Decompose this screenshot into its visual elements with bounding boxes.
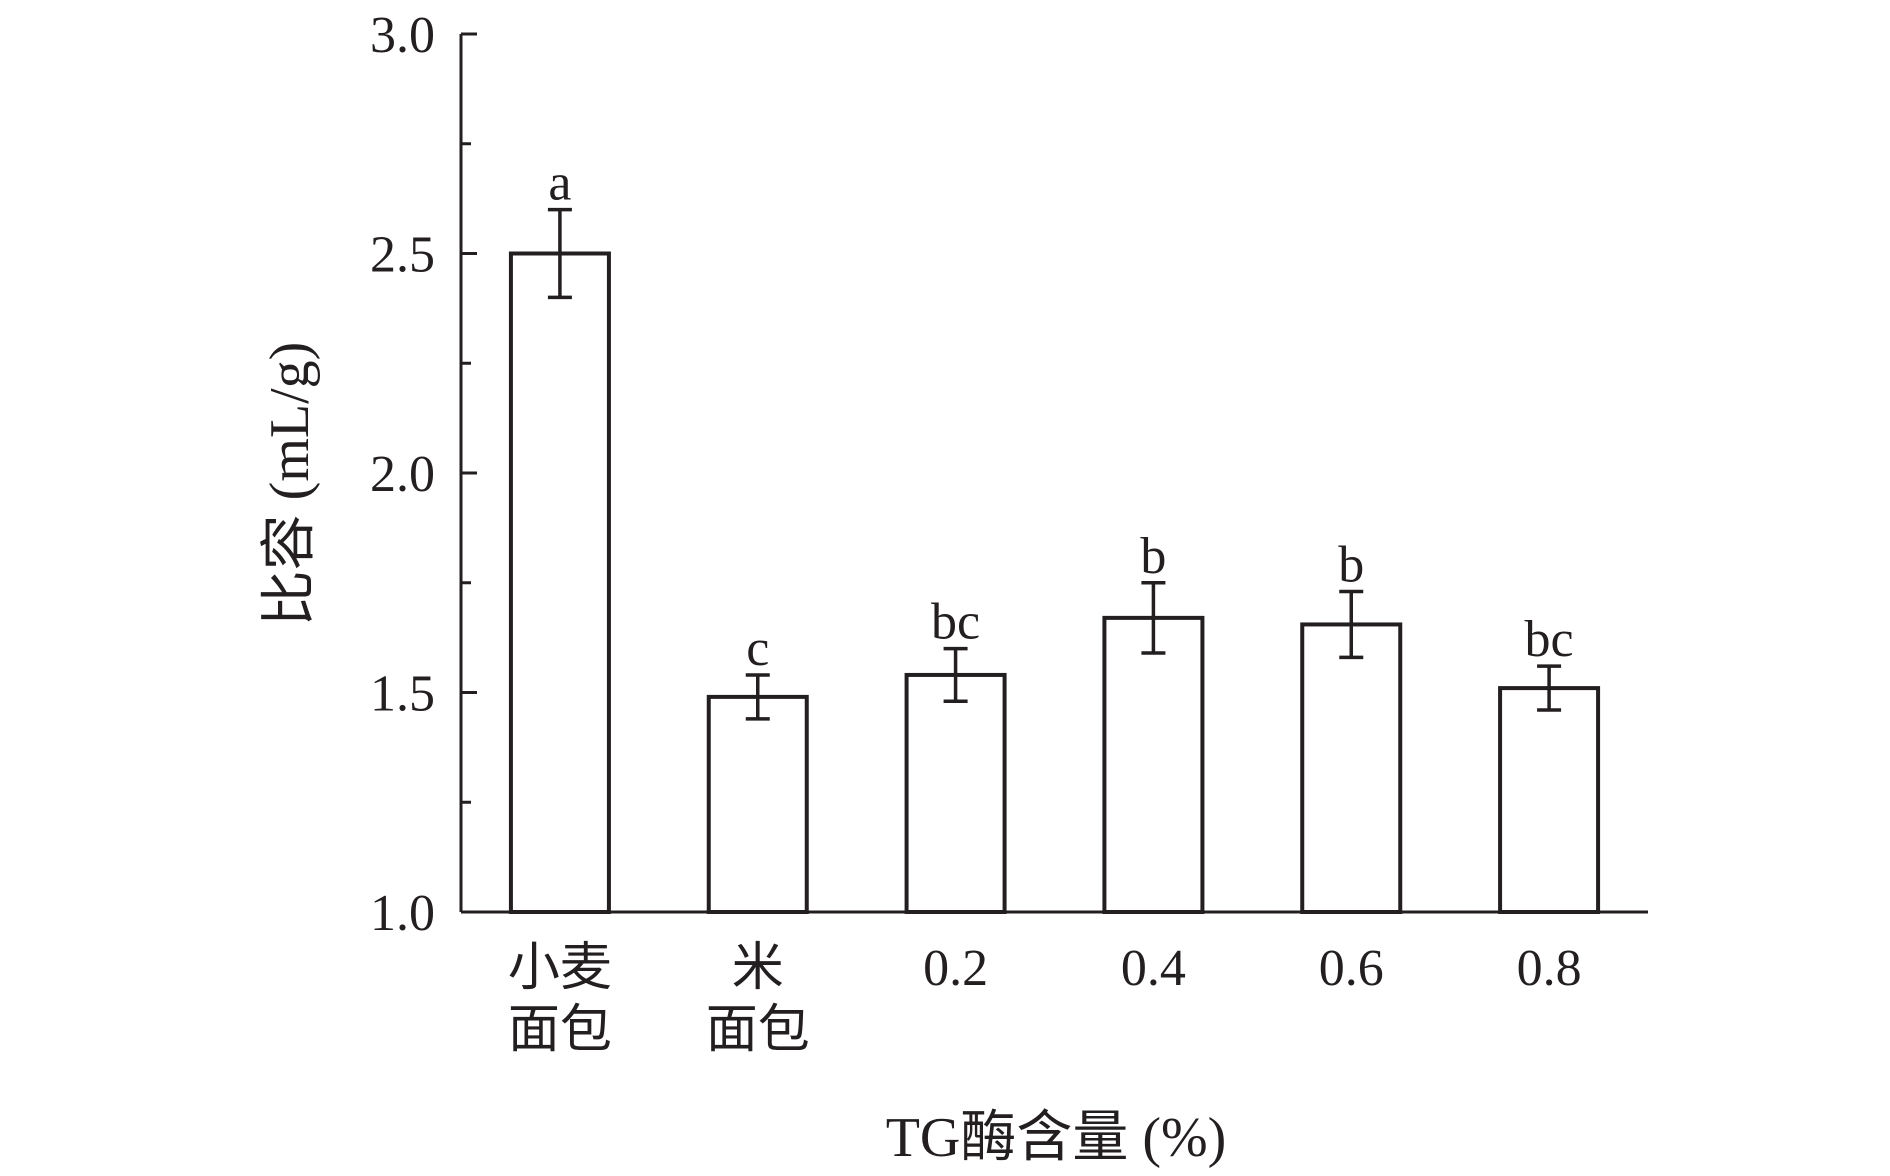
y-axis-title: 比容 (mL/g) — [259, 342, 321, 627]
y-tick-label: 2.0 — [370, 446, 435, 503]
category-label: 小麦 — [508, 940, 612, 997]
bar — [904, 672, 1007, 914]
y-tick-label: 1.0 — [370, 885, 435, 942]
category-label: 米 — [732, 940, 784, 997]
category-label: 面包 — [706, 1002, 810, 1059]
bar — [1498, 686, 1601, 914]
bar — [508, 251, 611, 914]
category-label: 0.4 — [1121, 940, 1186, 997]
category-label: 面包 — [508, 1002, 612, 1059]
bar — [1300, 622, 1403, 915]
bar — [706, 694, 809, 915]
category-label: 0.8 — [1517, 940, 1582, 997]
bar — [1102, 615, 1205, 914]
significance-label: c — [746, 620, 769, 677]
significance-label: b — [1140, 528, 1166, 585]
y-tick-label: 3.0 — [370, 7, 435, 64]
category-label: 0.6 — [1319, 940, 1384, 997]
category-label: 0.2 — [923, 940, 988, 997]
bars — [508, 207, 1601, 915]
significance-label: b — [1338, 537, 1364, 594]
y-tick-label: 2.5 — [370, 227, 435, 284]
significance-label: bc — [931, 594, 980, 651]
significance-label: bc — [1525, 611, 1574, 668]
x-axis-title: TG酶含量 (%) — [886, 1107, 1227, 1169]
axes: 1.0 1.5 2.0 2.5 3.0 — [370, 7, 1648, 942]
significance-label: a — [548, 155, 571, 212]
y-tick-label: 1.5 — [370, 666, 435, 723]
